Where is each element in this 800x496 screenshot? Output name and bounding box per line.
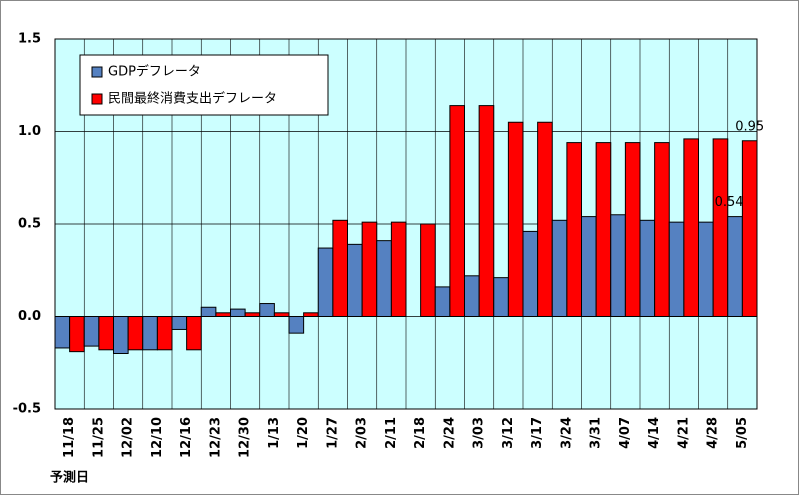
data-label: 0.54 — [715, 195, 744, 210]
bar — [230, 308, 246, 318]
x-tick-label: 2/24 — [442, 417, 457, 449]
bar — [522, 230, 539, 317]
bar — [142, 316, 158, 351]
x-tick-label: 3/24 — [559, 417, 574, 449]
legend-label: GDPデフレータ — [108, 64, 201, 80]
x-tick-label: 4/21 — [676, 417, 691, 449]
bar — [273, 312, 290, 317]
bar — [98, 316, 114, 351]
bar — [376, 240, 392, 317]
legend-swatch — [91, 93, 103, 105]
x-tick-label: 2/11 — [384, 417, 399, 449]
x-tick-label: 12/10 — [150, 417, 165, 458]
x-axis-label: 予測日 — [50, 470, 89, 486]
bar — [332, 219, 348, 317]
x-tick-label: 12/16 — [179, 417, 194, 458]
x-tick-label: 2/18 — [413, 417, 428, 449]
x-tick-label: 4/28 — [706, 417, 721, 449]
x-tick-label: 12/23 — [208, 417, 223, 458]
x-tick-label: 3/17 — [530, 417, 545, 449]
x-tick-label: 1/20 — [296, 417, 311, 449]
bar — [478, 105, 495, 317]
bar — [639, 219, 656, 317]
y-tick-label: 0.5 — [18, 217, 41, 232]
x-tick-label: 1/27 — [325, 417, 340, 449]
bar — [259, 303, 275, 317]
x-tick-label: 11/25 — [91, 417, 106, 458]
x-tick-label: 2/03 — [355, 417, 370, 449]
y-tick-label: 1.0 — [18, 124, 41, 139]
x-tick-label: 5/05 — [735, 417, 750, 449]
bar — [434, 286, 451, 317]
y-tick-label: 0.0 — [18, 309, 41, 324]
bar — [624, 142, 641, 317]
bar — [493, 277, 509, 317]
bar — [113, 316, 129, 354]
bar — [200, 306, 217, 317]
bar — [741, 140, 758, 317]
x-tick-label: 4/14 — [647, 417, 662, 449]
bar — [654, 142, 670, 317]
legend-box — [79, 54, 329, 116]
bar — [537, 121, 553, 317]
bar — [215, 312, 231, 317]
bar — [581, 216, 597, 318]
bar — [127, 316, 144, 351]
bar — [186, 316, 202, 351]
y-tick-label: -0.5 — [13, 402, 41, 417]
x-tick-label: 11/18 — [62, 417, 77, 458]
bar — [303, 312, 319, 317]
bar — [156, 316, 173, 351]
bar — [54, 316, 71, 349]
x-tick-label: 1/13 — [267, 417, 282, 449]
bar — [698, 221, 714, 317]
bar — [566, 142, 582, 317]
x-tick-label: 3/31 — [589, 417, 604, 449]
x-tick-label: 3/12 — [501, 417, 516, 449]
legend-swatch — [91, 66, 103, 78]
x-tick-label: 3/03 — [472, 417, 487, 449]
data-label: 0.95 — [735, 119, 764, 134]
bar — [551, 219, 568, 317]
bar — [595, 142, 612, 317]
bar — [507, 121, 524, 317]
bar — [712, 138, 729, 317]
bar — [610, 214, 626, 317]
bar — [668, 221, 685, 317]
bar — [288, 316, 305, 334]
bar — [390, 221, 407, 317]
bar — [317, 247, 334, 317]
bar — [347, 243, 363, 318]
bar — [683, 138, 699, 317]
bar — [449, 105, 465, 317]
bar — [69, 316, 85, 353]
y-tick-label: 1.5 — [18, 32, 41, 47]
x-tick-label: 12/30 — [238, 417, 253, 458]
bar — [171, 316, 188, 330]
bar — [727, 216, 743, 318]
bar — [420, 223, 436, 317]
bar — [464, 275, 480, 317]
bar — [361, 221, 378, 317]
x-tick-label: 4/07 — [618, 417, 633, 449]
legend-label: 民間最終消費支出デフレータ — [108, 91, 277, 107]
x-tick-label: 12/02 — [121, 417, 136, 458]
bar — [244, 312, 261, 317]
bar — [83, 316, 100, 347]
